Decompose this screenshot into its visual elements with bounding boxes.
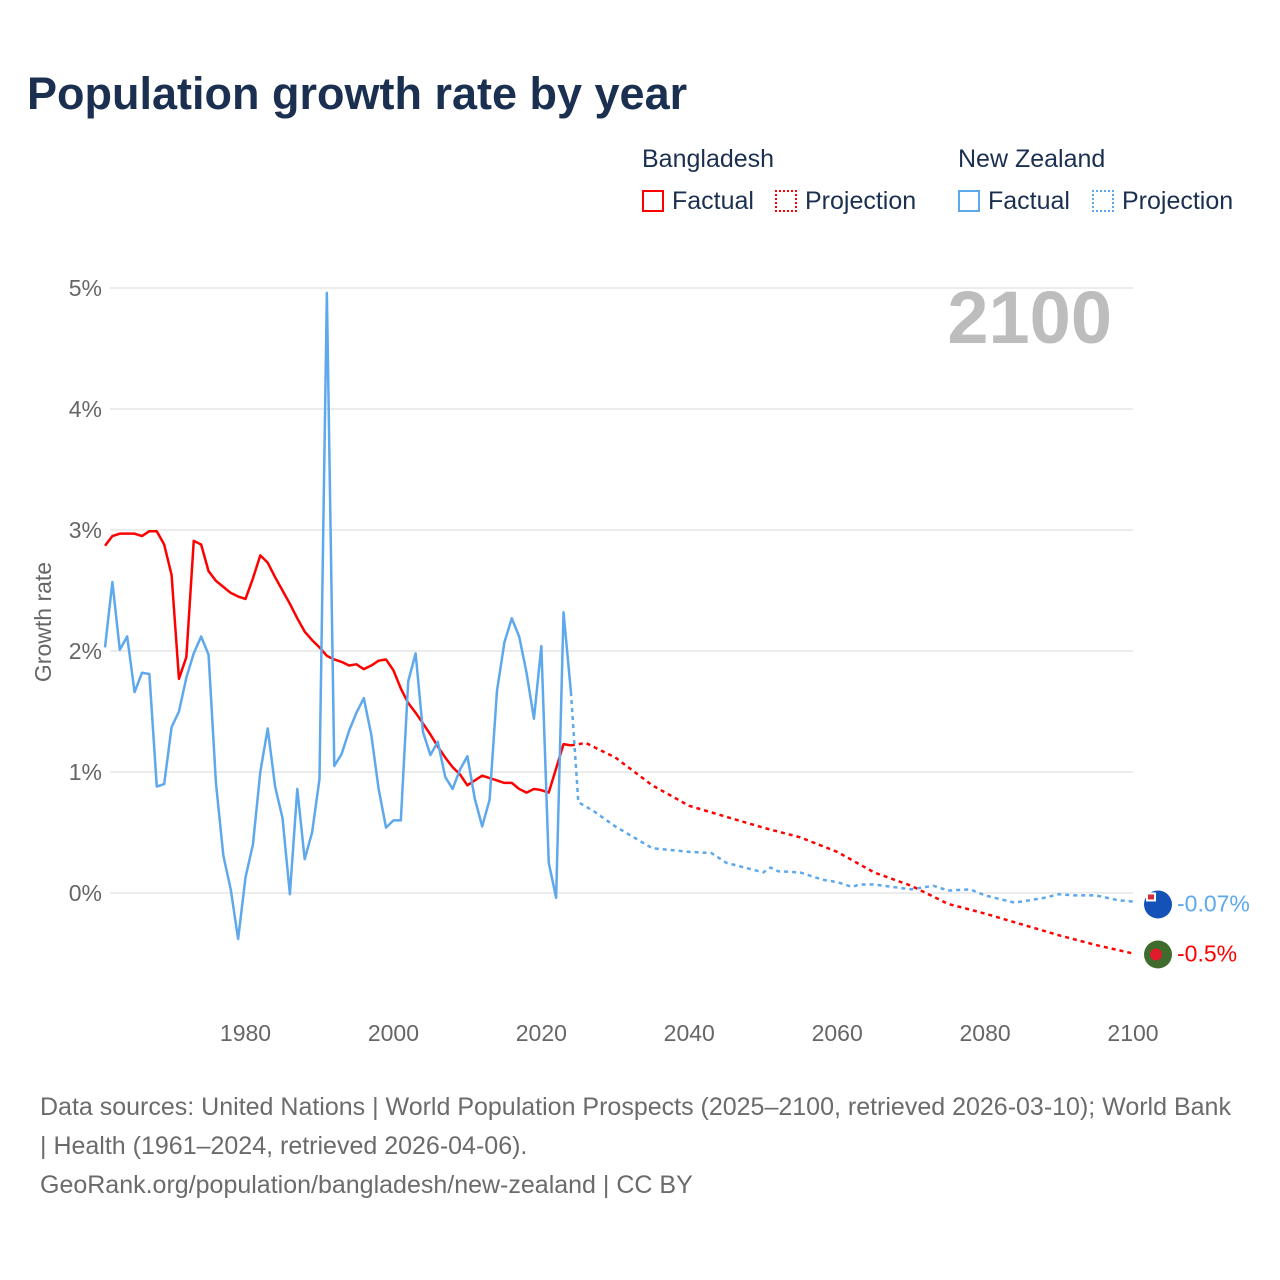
x-tick-label: 2020 xyxy=(516,1020,567,1046)
legend-group-new-zealand: New Zealand xyxy=(958,145,1106,173)
legend-label: Factual xyxy=(988,187,1070,215)
legend-swatch-dotted xyxy=(775,190,797,212)
y-tick-label: 4% xyxy=(69,396,102,422)
plot-area: 2100 Growth rate 0% 1% 2% 3% 4% 5% 1980 2000 202… xyxy=(30,275,1250,1046)
flag-disc xyxy=(1150,948,1162,961)
flag-cross xyxy=(1148,894,1154,900)
legend-label: Projection xyxy=(805,187,917,215)
x-tick-label: 2040 xyxy=(664,1020,715,1046)
y-tick-label: 2% xyxy=(69,638,102,664)
legend-swatch-solid xyxy=(958,190,980,212)
x-tick-label: 2100 xyxy=(1107,1020,1158,1046)
year-overlay: 2100 xyxy=(947,276,1112,359)
end-value-label: -0.07% xyxy=(1177,890,1250,916)
legend-group-bangladesh: Bangladesh xyxy=(642,145,775,173)
legend-label: Factual xyxy=(672,187,754,215)
y-tick-label: 1% xyxy=(69,759,102,785)
y-axis-label: Growth rate xyxy=(30,562,56,682)
source-link[interactable]: GeoRank.org/population/bangladesh/new-ze… xyxy=(40,1171,693,1199)
x-tick-label: 2060 xyxy=(812,1020,863,1046)
end-value-label: -0.5% xyxy=(1177,941,1237,967)
legend-swatch-dotted xyxy=(1092,190,1114,212)
series-line-factual-bangladesh xyxy=(104,529,572,794)
series-line-projection-new-zealand xyxy=(569,692,1134,904)
legend-bangladesh-projection[interactable]: Projection xyxy=(775,187,916,216)
y-tick-label: 0% xyxy=(69,880,102,906)
legend-swatch-solid xyxy=(642,190,664,212)
x-tick-label: 2080 xyxy=(960,1020,1011,1046)
data-sources: Data sources: United Nations | World Pop… xyxy=(40,1093,1231,1160)
legend-bangladesh-factual[interactable]: Factual xyxy=(642,187,754,216)
legend-label: Projection xyxy=(1122,187,1234,215)
legend-nz-projection[interactable]: Projection xyxy=(1092,187,1233,216)
y-tick-label: 3% xyxy=(69,517,102,543)
y-tick-label: 5% xyxy=(69,275,102,301)
chart-title: Population growth rate by year xyxy=(27,68,688,119)
series-line-projection-bangladesh xyxy=(570,741,1134,955)
legend-nz-factual[interactable]: Factual xyxy=(958,187,1070,216)
x-tick-label: 2000 xyxy=(368,1020,419,1046)
footer: Data sources: United Nations | World Pop… xyxy=(40,1088,1240,1205)
series-line-factual-new-zealand xyxy=(103,291,573,941)
x-tick-label: 1980 xyxy=(220,1020,271,1046)
